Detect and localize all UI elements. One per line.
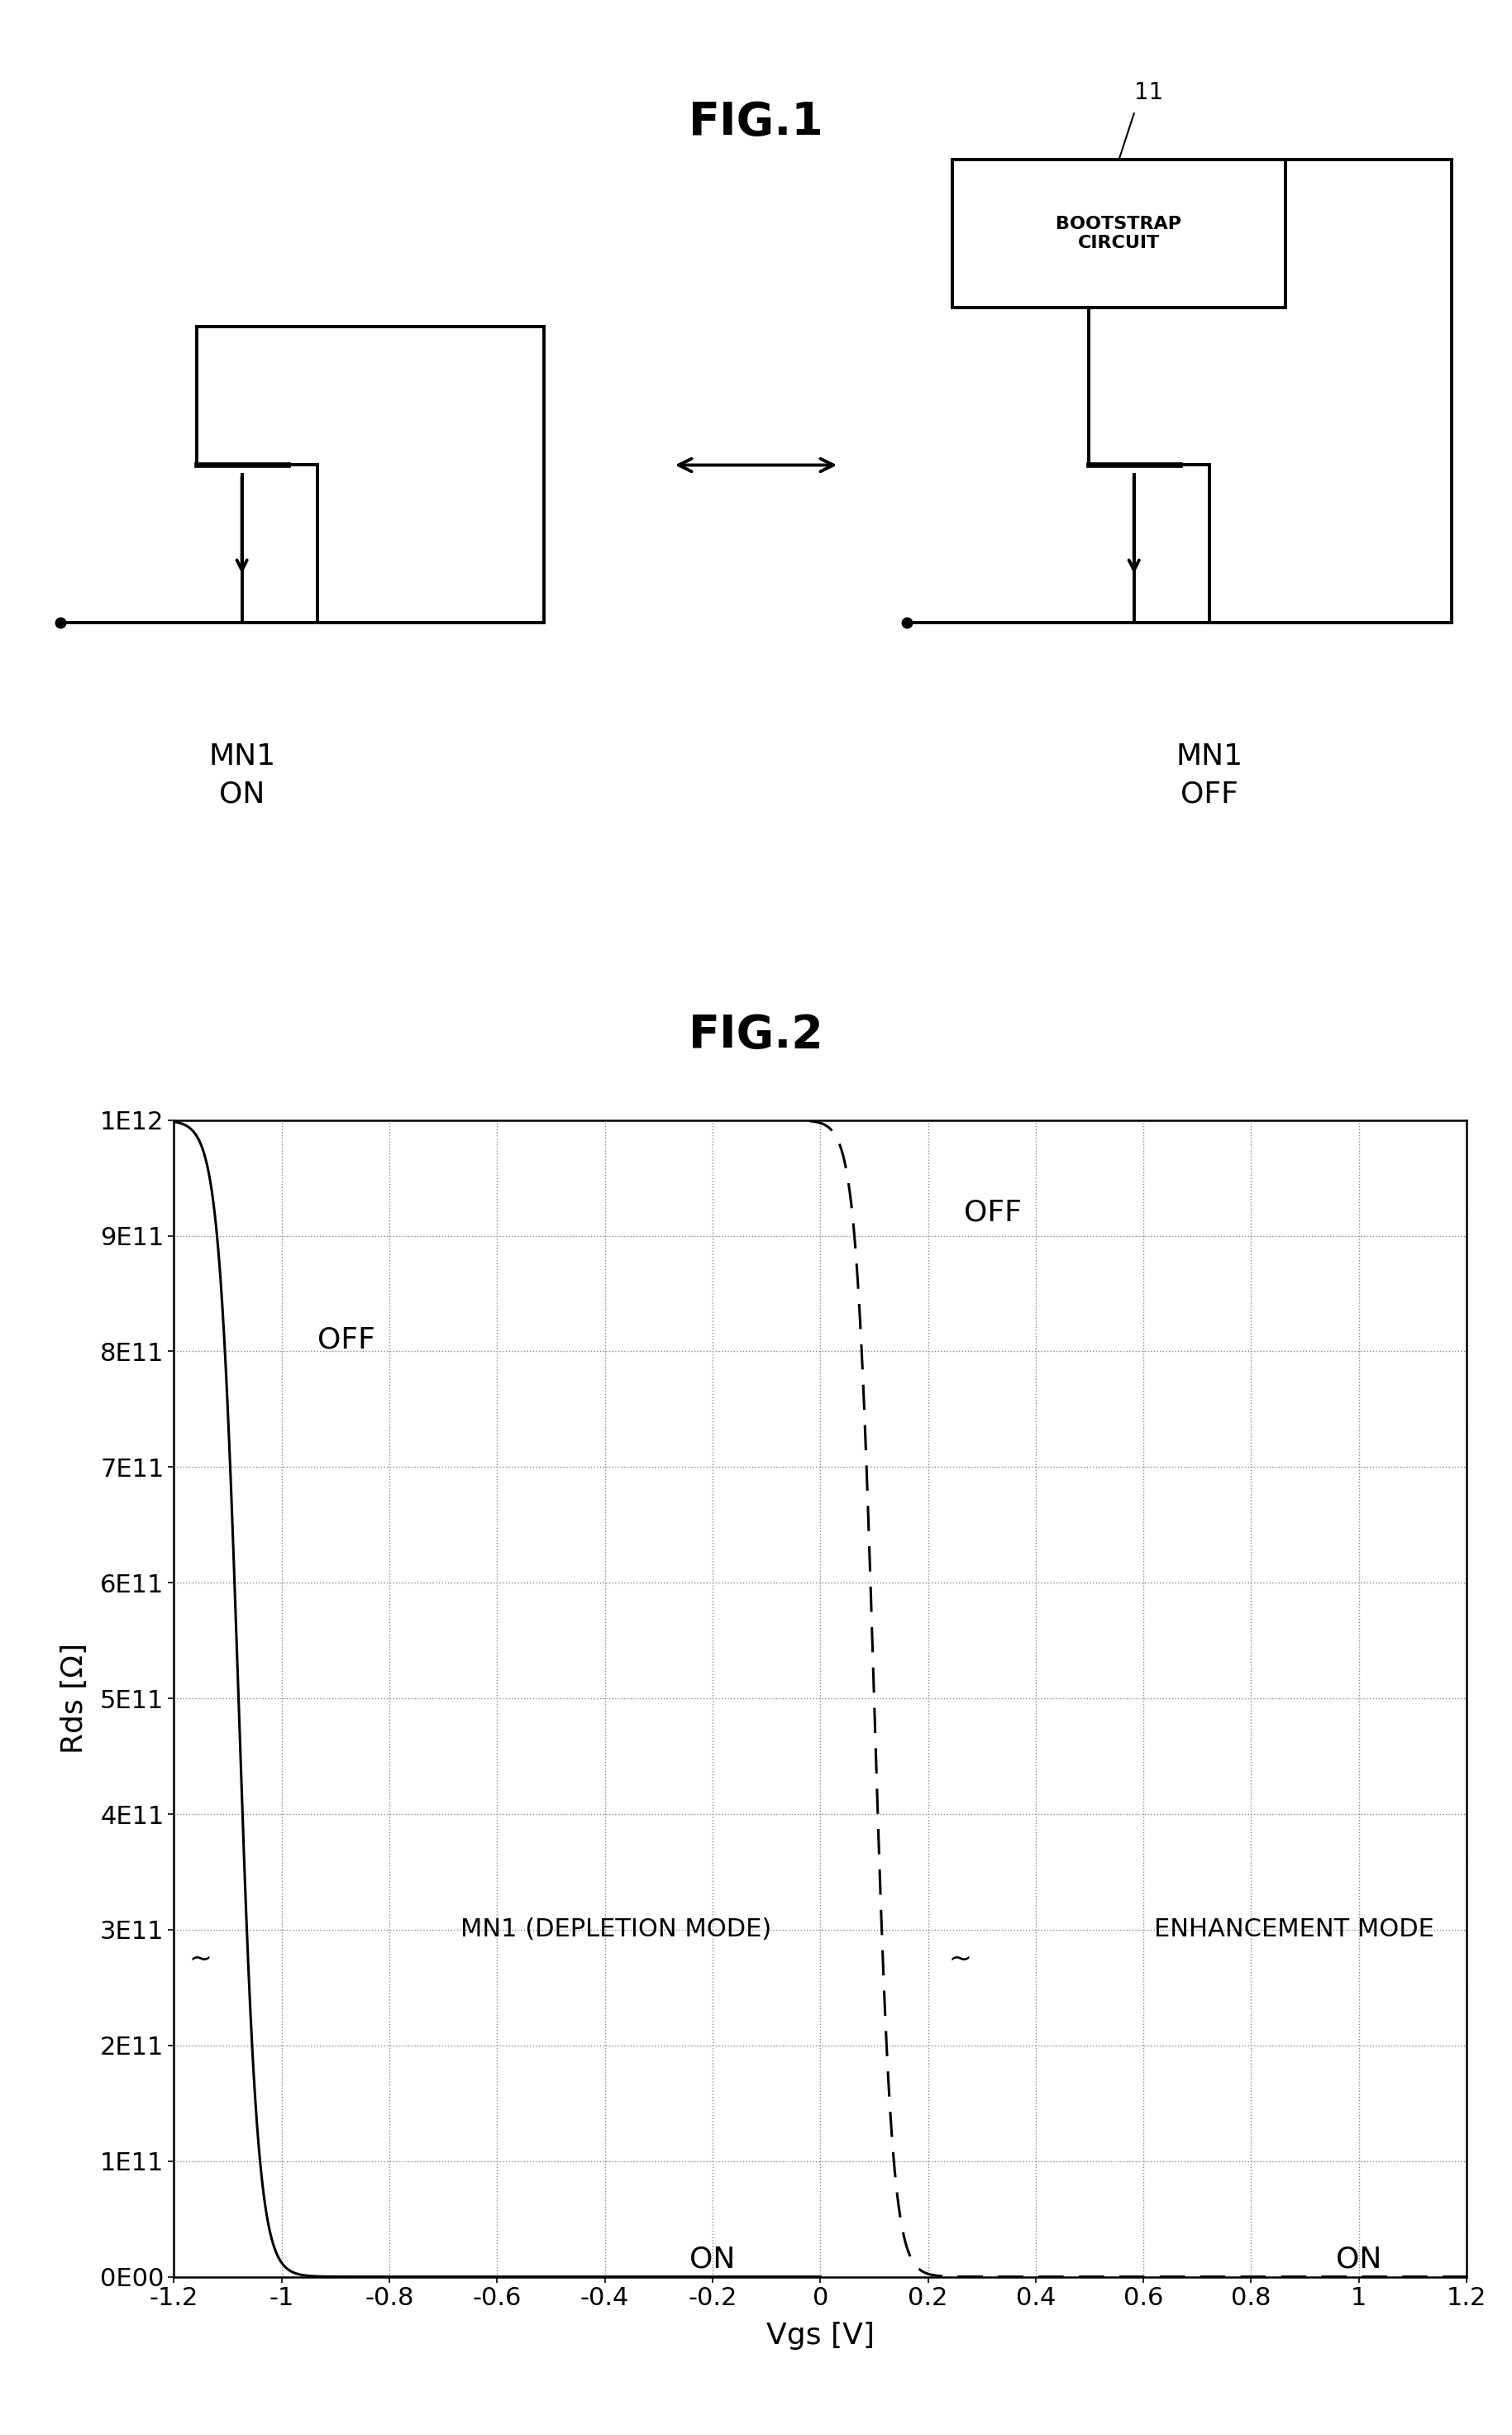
Text: BOOTSTRAP
CIRCUIT: BOOTSTRAP CIRCUIT <box>1055 217 1182 251</box>
Text: FIG.1: FIG.1 <box>688 100 824 146</box>
Text: OFF: OFF <box>963 1198 1022 1227</box>
Text: ON: ON <box>689 2245 735 2274</box>
Text: OFF: OFF <box>318 1325 375 1354</box>
Text: 11: 11 <box>1134 80 1163 105</box>
Text: ENHANCEMENT MODE: ENHANCEMENT MODE <box>1154 1919 1435 1941</box>
X-axis label: Vgs [V]: Vgs [V] <box>767 2323 874 2350</box>
Text: MN1
ON: MN1 ON <box>209 743 275 808</box>
Text: MN1
OFF: MN1 OFF <box>1176 743 1243 808</box>
Text: MN1 (DEPLETION MODE): MN1 (DEPLETION MODE) <box>460 1919 771 1941</box>
Y-axis label: Rds [Ω]: Rds [Ω] <box>60 1644 89 1753</box>
Text: ~: ~ <box>189 1946 212 1972</box>
Text: ON: ON <box>1337 2245 1382 2274</box>
Text: ~: ~ <box>950 1946 972 1972</box>
Bar <box>953 161 1285 307</box>
Text: FIG.2: FIG.2 <box>688 1013 824 1057</box>
